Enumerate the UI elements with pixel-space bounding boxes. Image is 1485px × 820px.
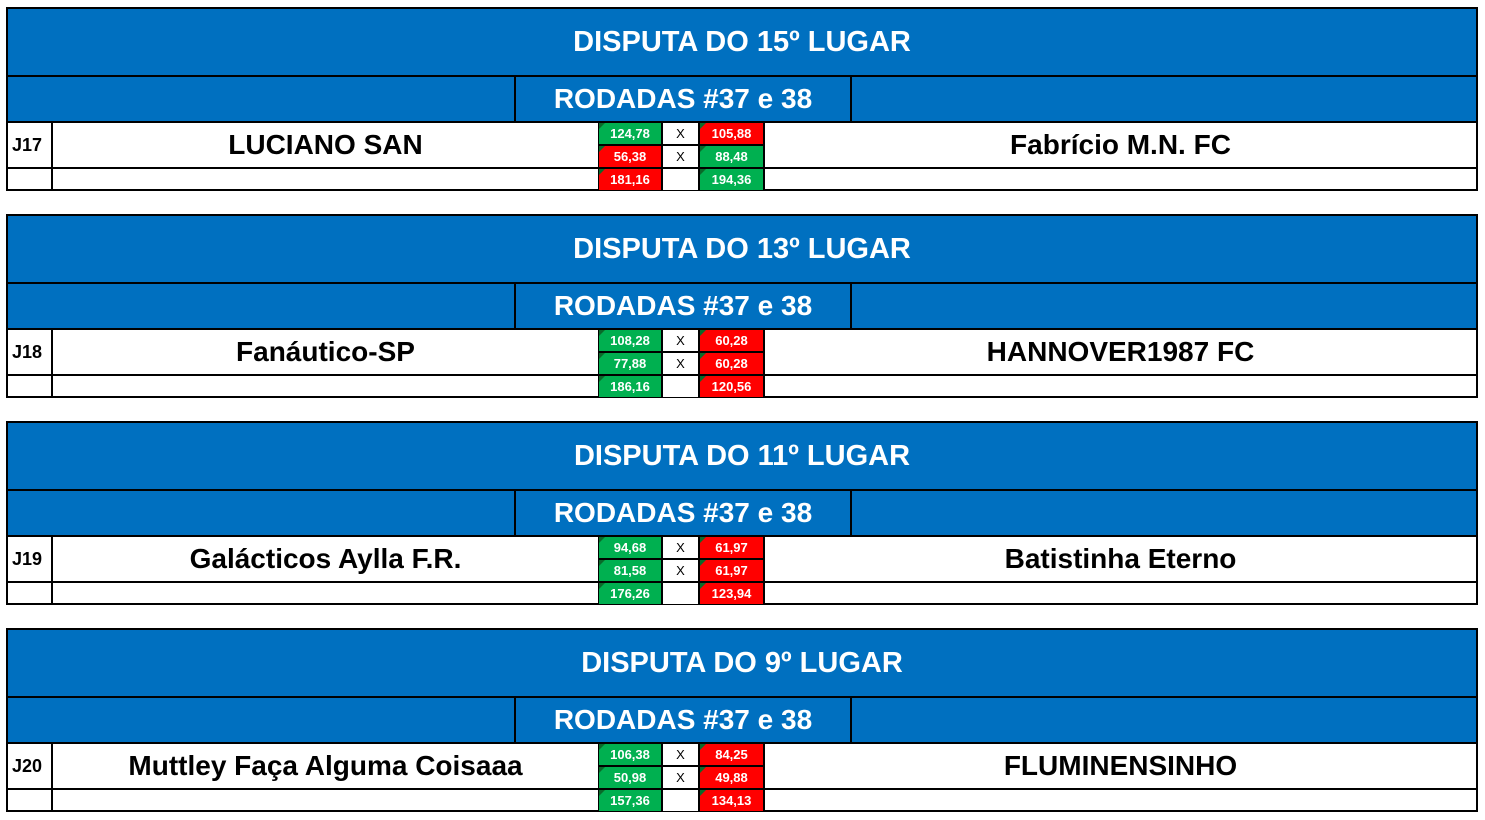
away-team-name: HANNOVER1987 FC	[763, 328, 1478, 376]
total-gap	[662, 375, 699, 398]
match-block: DISPUTA DO 9º LUGAR RODADAS #37 e 38 J20 Mu…	[6, 628, 1478, 812]
vs-symbol: X	[662, 559, 699, 582]
away-score: 105,88	[699, 122, 764, 145]
home-score: 94,68	[598, 536, 662, 559]
away-score: 60,28	[699, 352, 764, 375]
header-left-blank	[6, 282, 516, 330]
header-left-blank	[6, 696, 516, 744]
vs-symbol: X	[662, 352, 699, 375]
match-id: J20	[6, 742, 53, 790]
away-score: 49,88	[699, 766, 764, 789]
away-score: 61,97	[699, 559, 764, 582]
blank-away	[763, 167, 1478, 191]
blank-id	[6, 581, 53, 605]
away-score: 88,48	[699, 145, 764, 168]
vs-symbol: X	[662, 536, 699, 559]
match-block: DISPUTA DO 13º LUGAR RODADAS #37 e 38 J18 F…	[6, 214, 1478, 398]
home-score: 50,98	[598, 766, 662, 789]
home-team-name: Galácticos Aylla F.R.	[51, 535, 600, 583]
rounds-label: RODADAS #37 e 38	[514, 696, 852, 744]
total-gap	[662, 789, 699, 812]
away-total: 194,36	[699, 168, 764, 191]
rounds-label: RODADAS #37 e 38	[514, 282, 852, 330]
header-right-blank	[850, 75, 1478, 123]
home-score: 124,78	[598, 122, 662, 145]
header-right-blank	[850, 282, 1478, 330]
match-title: DISPUTA DO 13º LUGAR	[6, 214, 1478, 284]
away-team-name: FLUMINENSINHO	[763, 742, 1478, 790]
vs-symbol: X	[662, 743, 699, 766]
home-total: 181,16	[598, 168, 662, 191]
blank-id	[6, 167, 53, 191]
match-title: DISPUTA DO 11º LUGAR	[6, 421, 1478, 491]
total-gap	[662, 168, 699, 191]
total-gap	[662, 582, 699, 605]
match-id: J18	[6, 328, 53, 376]
away-score: 61,97	[699, 536, 764, 559]
away-team-name: Batistinha Eterno	[763, 535, 1478, 583]
home-total: 186,16	[598, 375, 662, 398]
home-score: 108,28	[598, 329, 662, 352]
blank-home	[51, 581, 600, 605]
blank-id	[6, 788, 53, 812]
blank-home	[51, 374, 600, 398]
vs-symbol: X	[662, 766, 699, 789]
blank-away	[763, 581, 1478, 605]
home-score: 77,88	[598, 352, 662, 375]
blank-id	[6, 374, 53, 398]
home-score: 56,38	[598, 145, 662, 168]
home-score: 81,58	[598, 559, 662, 582]
away-score: 84,25	[699, 743, 764, 766]
header-left-blank	[6, 489, 516, 537]
match-title: DISPUTA DO 9º LUGAR	[6, 628, 1478, 698]
match-title: DISPUTA DO 15º LUGAR	[6, 7, 1478, 77]
blank-away	[763, 788, 1478, 812]
header-right-blank	[850, 489, 1478, 537]
vs-symbol: X	[662, 329, 699, 352]
away-score: 60,28	[699, 329, 764, 352]
home-total: 157,36	[598, 789, 662, 812]
home-total: 176,26	[598, 582, 662, 605]
vs-symbol: X	[662, 145, 699, 168]
match-id: J19	[6, 535, 53, 583]
home-score: 106,38	[598, 743, 662, 766]
blank-home	[51, 167, 600, 191]
match-block: DISPUTA DO 15º LUGAR RODADAS #37 e 38 J17 L…	[6, 7, 1478, 191]
rounds-label: RODADAS #37 e 38	[514, 489, 852, 537]
match-block: DISPUTA DO 11º LUGAR RODADAS #37 e 38 J19 G…	[6, 421, 1478, 605]
match-id: J17	[6, 121, 53, 169]
header-left-blank	[6, 75, 516, 123]
home-team-name: Muttley Faça Alguma Coisaaa	[51, 742, 600, 790]
blank-away	[763, 374, 1478, 398]
home-team-name: Fanáutico-SP	[51, 328, 600, 376]
away-team-name: Fabrício M.N. FC	[763, 121, 1478, 169]
blank-home	[51, 788, 600, 812]
away-total: 134,13	[699, 789, 764, 812]
vs-symbol: X	[662, 122, 699, 145]
rounds-label: RODADAS #37 e 38	[514, 75, 852, 123]
header-right-blank	[850, 696, 1478, 744]
away-total: 120,56	[699, 375, 764, 398]
away-total: 123,94	[699, 582, 764, 605]
home-team-name: LUCIANO SAN	[51, 121, 600, 169]
